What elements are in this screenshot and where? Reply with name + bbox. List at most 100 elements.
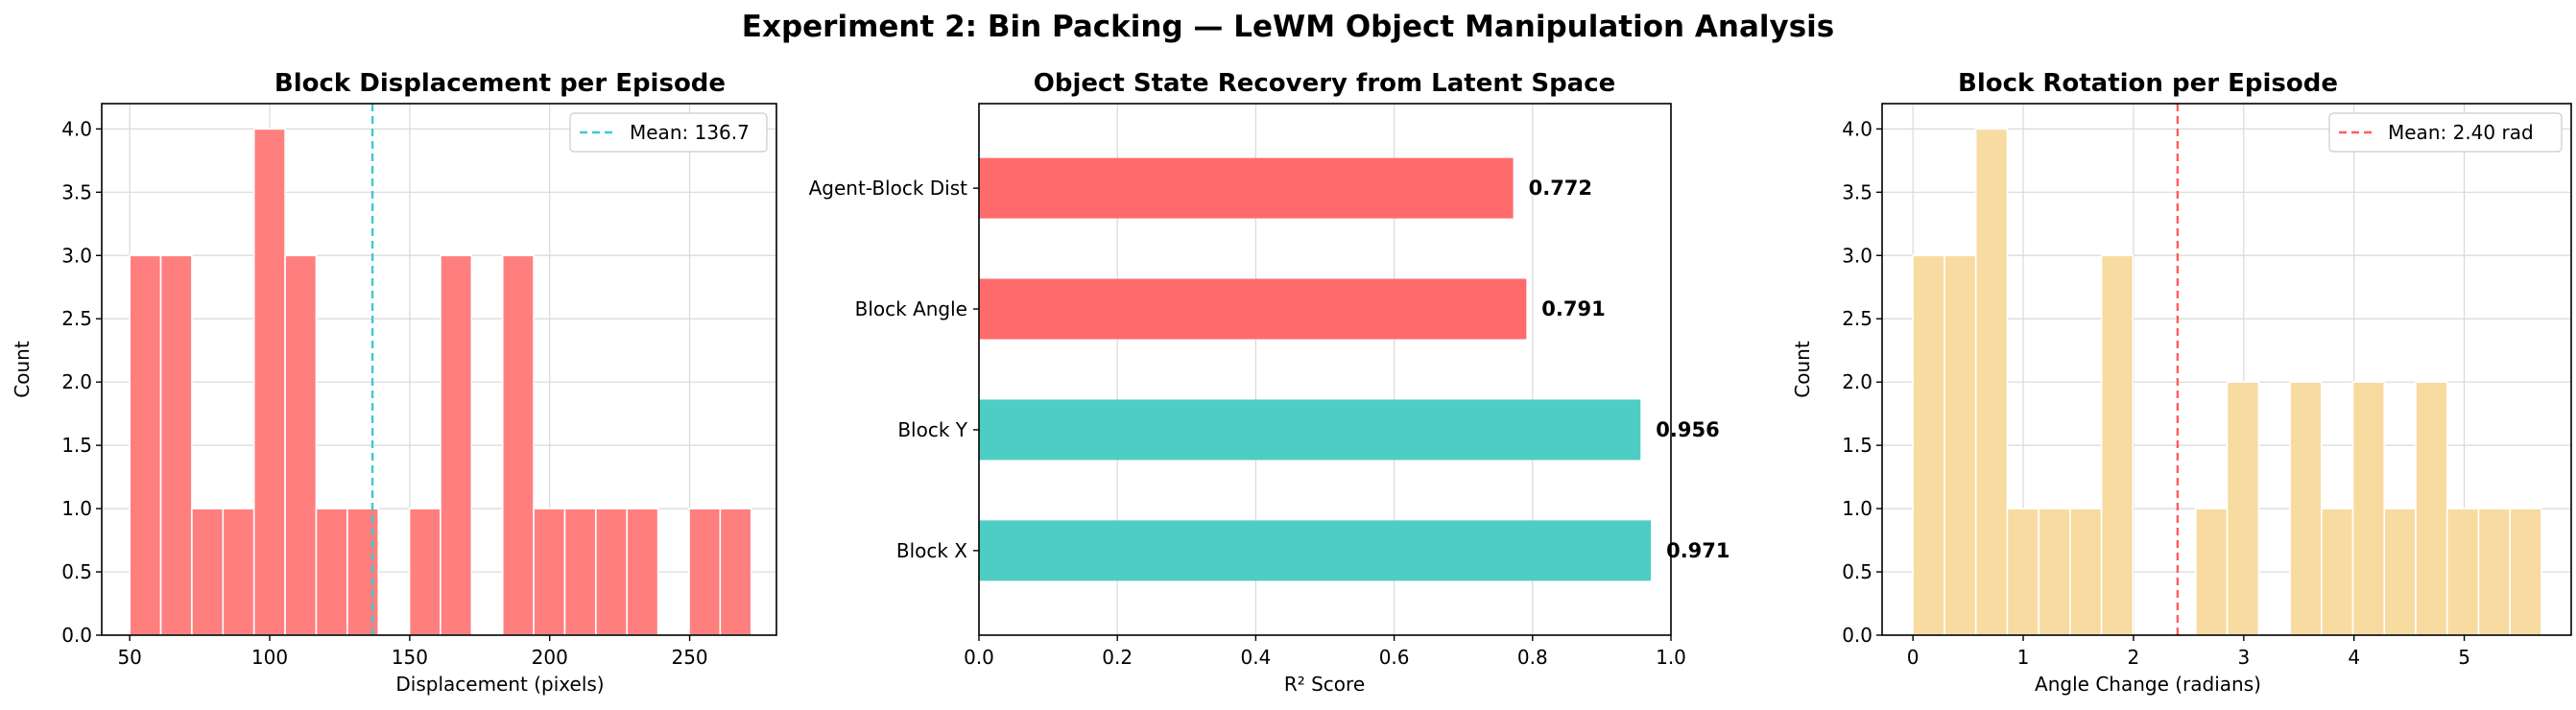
p1-histogram-bar-12 <box>501 254 535 636</box>
p3-histogram-bar-2 <box>1974 128 2009 636</box>
p1-ytick-label-7: 3.5 <box>61 180 92 203</box>
p3-ytick-label-2: 1.0 <box>1842 497 1872 520</box>
p3-histogram-bar-18 <box>2477 508 2512 636</box>
p3-histogram-bar-15 <box>2383 508 2417 636</box>
r2-value-label-3: 0.772 <box>1529 177 1592 200</box>
p1-ytick-label-4: 2.0 <box>61 370 92 393</box>
r2-category-label-2: Block Angle <box>855 297 967 320</box>
displacement-histogram-panel: Block Displacement per Episode Count Dis… <box>11 69 777 696</box>
p3-xtick-label-0: 0 <box>1907 646 1920 669</box>
p3-xtick-label-2: 2 <box>2128 646 2140 669</box>
r2-value-label-0: 0.971 <box>1666 539 1729 562</box>
p1-histogram-bar-13 <box>533 508 566 636</box>
r2-category-label-3: Agent-Block Dist <box>809 177 968 200</box>
p3-histogram-bar-3 <box>2006 508 2039 636</box>
p1-histogram-bar-6 <box>315 508 348 636</box>
r2-xtick-label-4: 0.8 <box>1517 646 1548 669</box>
r2-value-label-1: 0.956 <box>1656 418 1719 441</box>
p3-histogram-bar-16 <box>2415 381 2448 636</box>
p3-ytick-label-1: 0.5 <box>1842 560 1872 583</box>
p3-ytick-label-7: 3.5 <box>1842 180 1872 203</box>
p3-histogram-bar-6 <box>2100 254 2135 636</box>
p3-histogram-bar-13 <box>2320 508 2354 636</box>
p1-xtick-label-1: 100 <box>251 646 288 669</box>
p1-ytick-label-0: 0.0 <box>61 624 92 647</box>
p1-histogram-bar-14 <box>563 508 597 636</box>
p3-ytick-label-0: 0.0 <box>1842 624 1872 647</box>
p1-histogram-bar-7 <box>346 508 380 636</box>
rotation-legend-label: Mean: 2.40 rad <box>2388 121 2534 144</box>
r2-xtick-label-2: 0.4 <box>1240 646 1271 669</box>
p1-histogram-bar-10 <box>440 254 473 636</box>
p1-histogram-bar-18 <box>688 508 722 636</box>
rotation-ylabel: Count <box>1791 341 1814 398</box>
p1-ytick-label-1: 0.5 <box>61 560 92 583</box>
r2-bar-1 <box>979 399 1641 461</box>
r2-category-label-0: Block X <box>896 539 967 562</box>
p1-ytick-label-2: 1.0 <box>61 497 92 520</box>
p3-histogram-bar-17 <box>2445 508 2480 636</box>
p1-ytick-label-6: 3.0 <box>61 244 92 267</box>
r2-bar-panel: Object State Recovery from Latent Space … <box>809 69 1730 696</box>
p1-histogram-bar-15 <box>595 508 629 636</box>
r2-bar-3 <box>979 157 1514 219</box>
r2-xlabel: R² Score <box>1284 673 1365 696</box>
p1-ytick-label-5: 2.5 <box>61 307 92 330</box>
r2-xtick-label-5: 1.0 <box>1656 646 1686 669</box>
figure-suptitle: Experiment 2: Bin Packing — LeWM Object … <box>742 10 1834 44</box>
p3-ytick-label-8: 4.0 <box>1842 117 1872 140</box>
displacement-xlabel: Displacement (pixels) <box>395 673 604 696</box>
p1-histogram-bar-1 <box>159 254 193 636</box>
p1-ytick-label-8: 4.0 <box>61 117 92 140</box>
p3-xtick-label-1: 1 <box>2017 646 2030 669</box>
rotation-chart-title: Block Rotation per Episode <box>1958 69 2338 98</box>
p3-ytick-label-6: 3.0 <box>1842 244 1872 267</box>
displacement-legend: Mean: 136.7 <box>569 112 768 153</box>
rotation-histogram-panel: Block Rotation per Episode Count Angle C… <box>1791 69 2572 696</box>
p1-ytick-label-3: 1.5 <box>61 434 92 457</box>
p1-histogram-bar-0 <box>129 254 162 636</box>
displacement-ylabel: Count <box>11 341 34 398</box>
p3-xtick-label-4: 4 <box>2348 646 2360 669</box>
r2-category-label-1: Block Y <box>897 418 967 441</box>
p3-ytick-label-3: 1.5 <box>1842 434 1872 457</box>
p1-histogram-bar-5 <box>284 254 318 636</box>
r2-bar-0 <box>979 520 1652 581</box>
p3-histogram-bar-0 <box>1912 254 1945 636</box>
p1-xtick-label-2: 150 <box>392 646 428 669</box>
displacement-axes-frame <box>101 103 777 636</box>
r2-value-label-2: 0.791 <box>1541 297 1605 320</box>
p3-xtick-label-3: 3 <box>2237 646 2250 669</box>
r2-chart-title: Object State Recovery from Latent Space <box>1034 69 1616 98</box>
r2-bar-2 <box>979 278 1527 340</box>
p1-histogram-bar-2 <box>191 508 225 636</box>
rotation-xlabel: Angle Change (radians) <box>2035 673 2261 696</box>
p3-xtick-label-5: 5 <box>2458 646 2470 669</box>
p3-histogram-bar-14 <box>2351 381 2386 636</box>
displacement-legend-label: Mean: 136.7 <box>630 121 750 144</box>
p1-xtick-label-0: 50 <box>117 646 141 669</box>
p1-xtick-label-4: 250 <box>671 646 707 669</box>
p3-histogram-bar-12 <box>2289 381 2323 636</box>
p1-xtick-label-3: 200 <box>532 646 568 669</box>
p3-histogram-bar-1 <box>1944 254 1977 636</box>
r2-xtick-label-1: 0.2 <box>1102 646 1133 669</box>
r2-xtick-label-3: 0.6 <box>1379 646 1410 669</box>
displacement-chart-title: Block Displacement per Episode <box>274 69 726 98</box>
p3-ytick-label-5: 2.5 <box>1842 307 1872 330</box>
rotation-axes-frame <box>1881 103 2572 636</box>
p3-histogram-bar-4 <box>2038 508 2071 636</box>
p3-histogram-bar-5 <box>2069 508 2103 636</box>
p1-histogram-bar-16 <box>626 508 659 636</box>
p1-histogram-bar-3 <box>222 508 255 636</box>
rotation-legend: Mean: 2.40 rad <box>2328 112 2563 153</box>
p3-ytick-label-4: 2.0 <box>1842 370 1872 393</box>
r2-axes-frame <box>978 103 1672 636</box>
p1-histogram-bar-4 <box>252 128 286 636</box>
p3-histogram-bar-19 <box>2509 508 2542 636</box>
p3-histogram-bar-9 <box>2195 508 2229 636</box>
p1-histogram-bar-19 <box>719 508 752 636</box>
p1-histogram-bar-9 <box>408 508 441 636</box>
r2-xtick-label-0: 0.0 <box>964 646 994 669</box>
